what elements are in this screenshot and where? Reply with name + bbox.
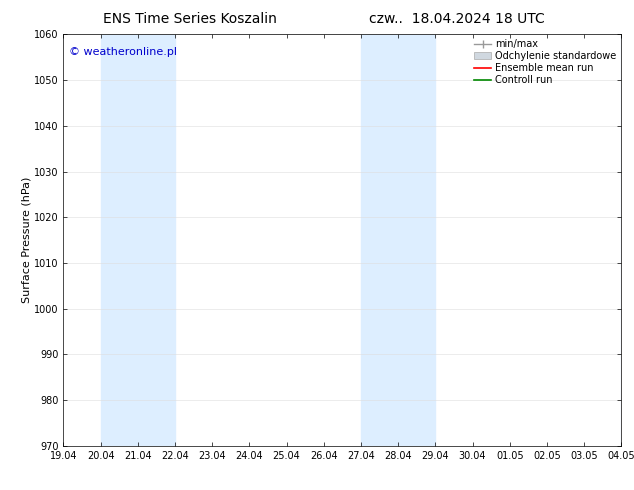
Text: © weatheronline.pl: © weatheronline.pl	[69, 47, 177, 57]
Bar	[621, 34, 634, 446]
Legend: min/max, Odchylenie standardowe, Ensemble mean run, Controll run: min/max, Odchylenie standardowe, Ensembl…	[471, 36, 619, 88]
Bar	[361, 34, 436, 446]
Y-axis label: Surface Pressure (hPa): Surface Pressure (hPa)	[21, 177, 31, 303]
Bar	[101, 34, 175, 446]
Text: ENS Time Series Koszalin: ENS Time Series Koszalin	[103, 12, 277, 26]
Text: czw..  18.04.2024 18 UTC: czw.. 18.04.2024 18 UTC	[368, 12, 545, 26]
